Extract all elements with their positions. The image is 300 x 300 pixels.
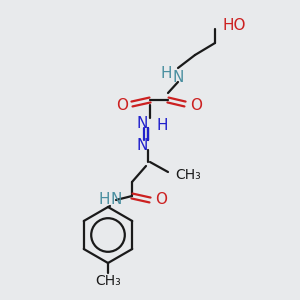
Text: N: N [172, 70, 184, 85]
Text: H: H [156, 118, 167, 134]
Text: H: H [98, 193, 110, 208]
Text: N: N [110, 193, 122, 208]
Text: HO: HO [223, 17, 247, 32]
Text: N: N [136, 137, 148, 152]
Text: O: O [155, 193, 167, 208]
Text: H: H [160, 67, 172, 82]
Text: CH₃: CH₃ [175, 168, 201, 182]
Text: O: O [116, 98, 128, 113]
Text: N: N [136, 116, 148, 130]
Text: O: O [190, 98, 202, 113]
Text: CH₃: CH₃ [95, 274, 121, 288]
